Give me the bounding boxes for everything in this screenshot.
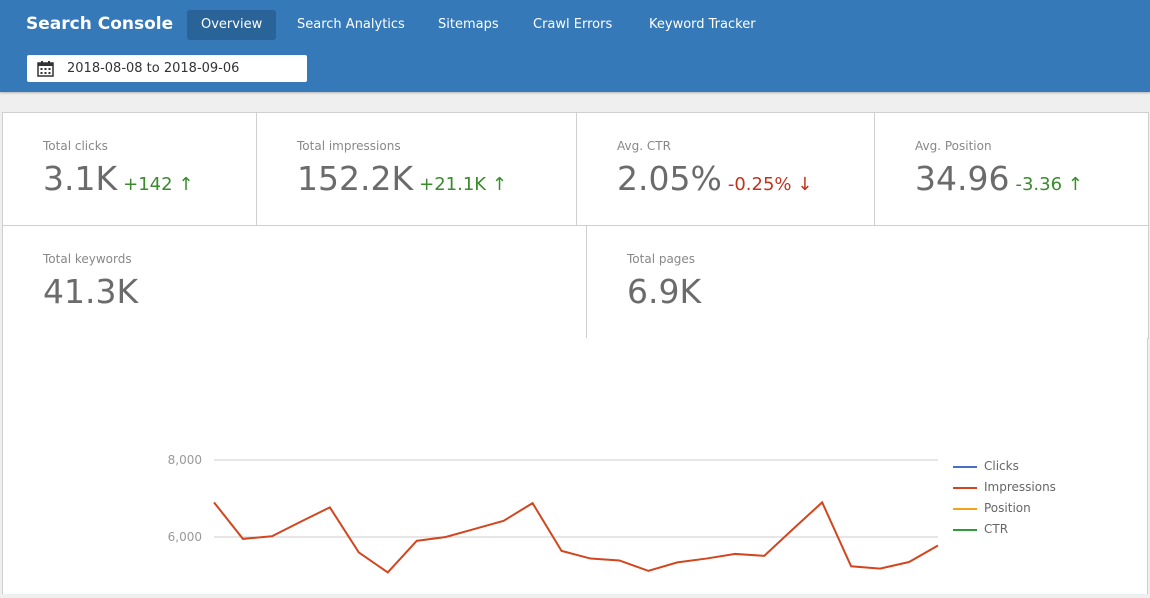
legend-swatch — [953, 507, 977, 510]
calendar-icon — [37, 61, 54, 77]
performance-chart: 8,000 6,000 Clicks Impressions Position C… — [2, 338, 1148, 594]
stat-value: 3.1K — [43, 159, 118, 198]
stat-delta: +21.1K — [419, 174, 487, 195]
legend-impressions[interactable]: Impressions — [953, 480, 1056, 494]
y-tick-label: 6,000 — [168, 530, 202, 544]
legend-swatch — [953, 486, 977, 489]
top-header: Search Console Overview Search Analytics… — [0, 0, 1150, 92]
stat-total-keywords: Total keywords 41.3K — [2, 225, 587, 339]
arrow-up-icon: ↑ — [1067, 174, 1083, 195]
tab-overview[interactable]: Overview — [187, 10, 277, 40]
tab-search-analytics[interactable]: Search Analytics — [297, 17, 405, 32]
legend-label: Impressions — [984, 480, 1056, 494]
chart-svg: 8,000 6,000 — [168, 453, 939, 574]
stat-avg-ctr: Avg. CTR 2.05% -0.25% ↓ — [576, 112, 875, 226]
legend-position[interactable]: Position — [953, 501, 1031, 515]
app-title: Search Console — [26, 14, 174, 34]
stat-avg-position: Avg. Position 34.96 -3.36 ↑ — [874, 112, 1149, 226]
legend-label: Clicks — [984, 459, 1019, 473]
stat-value: 2.05% — [617, 159, 722, 198]
stat-total-clicks: Total clicks 3.1K +142 ↑ — [2, 112, 257, 226]
date-range-picker[interactable]: 2018-08-08 to 2018-09-06 — [27, 55, 307, 82]
stat-label: Total keywords — [43, 252, 132, 266]
stat-delta: -0.25% — [727, 174, 792, 195]
date-range-value: 2018-08-08 to 2018-09-06 — [67, 61, 240, 76]
arrow-up-icon: ↑ — [491, 174, 507, 195]
stat-value: 6.9K — [627, 272, 702, 311]
stat-label: Avg. Position — [915, 139, 992, 153]
tab-crawl-errors[interactable]: Crawl Errors — [533, 17, 613, 32]
stat-delta: +142 — [123, 174, 173, 195]
legend-label: CTR — [984, 522, 1009, 536]
stat-value: 34.96 — [915, 159, 1010, 198]
stat-label: Total impressions — [297, 139, 401, 153]
stat-label: Avg. CTR — [617, 139, 671, 153]
tab-keyword-tracker[interactable]: Keyword Tracker — [649, 17, 756, 32]
stat-delta: -3.36 — [1015, 174, 1063, 195]
stat-total-pages: Total pages 6.9K — [586, 225, 1149, 339]
legend-swatch — [953, 465, 977, 468]
stat-label: Total pages — [627, 252, 696, 266]
stat-label: Total clicks — [43, 139, 108, 153]
legend-label: Position — [984, 501, 1031, 515]
arrow-up-icon: ↑ — [178, 174, 194, 195]
stat-total-impressions: Total impressions 152.2K +21.1K ↑ — [256, 112, 577, 226]
series-line-impressions — [213, 500, 939, 574]
tab-sitemaps[interactable]: Sitemaps — [438, 17, 499, 32]
legend-swatch — [953, 528, 977, 531]
arrow-down-icon: ↓ — [797, 174, 813, 195]
legend-clicks[interactable]: Clicks — [953, 459, 1019, 473]
y-tick-label: 8,000 — [168, 453, 202, 467]
stat-value: 152.2K — [297, 159, 414, 198]
stat-value: 41.3K — [43, 272, 139, 311]
legend-ctr[interactable]: CTR — [953, 522, 1008, 536]
